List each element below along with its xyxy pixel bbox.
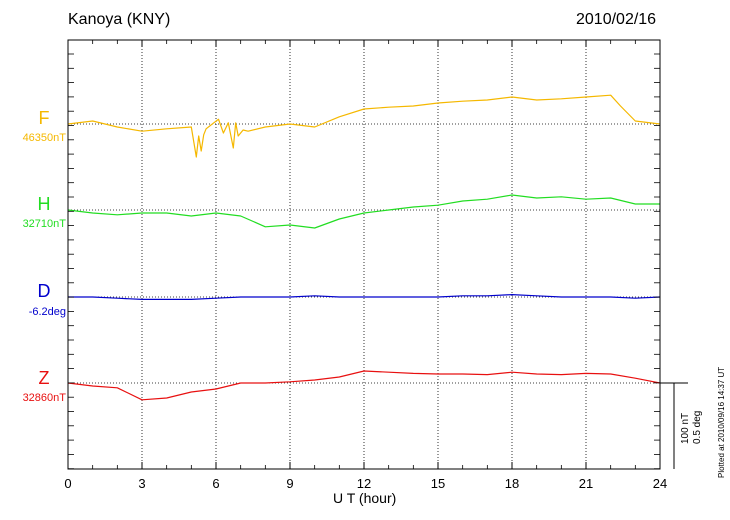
baseline-label-d: -6.2deg [28, 306, 66, 318]
x-tick-label: 15 [431, 476, 445, 491]
series-line-h [67, 194, 660, 229]
scale-nt-label: 100 nT [680, 412, 691, 444]
x-tick-label: 24 [653, 476, 667, 491]
component-label-d: D [37, 281, 51, 301]
x-tick-label: 6 [212, 476, 219, 491]
x-tick-label: 12 [357, 476, 371, 491]
component-label-z: Z [38, 368, 50, 388]
axes: 0 3 6 9 12 15 18 21 24 [64, 39, 688, 491]
component-label-h: H [37, 194, 51, 214]
plotted-timestamp: Plotted at 2010/09/16 14:37 UT [717, 366, 726, 478]
baseline-label-z: 32860nT [22, 392, 66, 404]
x-tick-label: 18 [505, 476, 519, 491]
plot-frame [67, 39, 661, 470]
component-label-f: F [38, 108, 50, 128]
grid [68, 40, 660, 469]
series-line-z [67, 370, 661, 401]
x-tick-label: 3 [138, 476, 145, 491]
x-axis-label: U T (hour) [333, 490, 397, 506]
series-line-f [67, 94, 661, 158]
x-tick-label: 0 [64, 476, 71, 491]
baseline-label-h: 32710nT [22, 218, 66, 230]
station-title: Kanoya (KNY) [68, 11, 171, 28]
series-layer [67, 94, 661, 401]
x-tick-label: 9 [286, 476, 293, 491]
baseline-label-f: 46350nT [22, 132, 66, 144]
series-line-d [68, 294, 661, 300]
date-label: 2010/02/16 [576, 11, 657, 28]
x-tick-label: 21 [579, 476, 593, 491]
scale-deg-label: 0.5 deg [692, 410, 703, 444]
